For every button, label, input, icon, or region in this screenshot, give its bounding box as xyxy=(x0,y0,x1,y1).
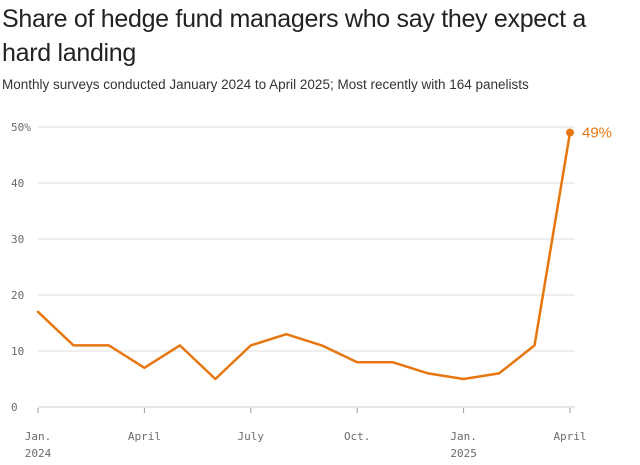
series xyxy=(36,128,574,381)
x-tick-label: Jan. xyxy=(450,430,477,443)
y-tick-label: 0 xyxy=(11,401,18,414)
x-tick-year-label: 2024 xyxy=(25,447,52,460)
end-point-marker xyxy=(566,128,574,137)
y-tick-label: 50% xyxy=(11,121,31,134)
x-tick-label: April xyxy=(128,430,161,443)
x-tick-label: July xyxy=(238,430,265,443)
chart-title: Share of hedge fund managers who say the… xyxy=(2,5,586,67)
y-tick-label: 40 xyxy=(11,177,24,190)
series-line xyxy=(36,131,572,381)
x-tick-label: April xyxy=(553,430,586,443)
x-tick-label: Jan. xyxy=(25,430,52,443)
end-value-label: 49% xyxy=(582,125,612,142)
y-tick-label: 10 xyxy=(11,345,24,358)
gridlines: 0 10 20 30 40 50% xyxy=(11,121,575,414)
x-tick-year-label: 2025 xyxy=(450,447,477,460)
x-tick-label: Oct. xyxy=(344,430,371,443)
labels: 49% xyxy=(582,125,612,142)
y-tick-label: 20 xyxy=(11,289,24,302)
chart-subtitle: Monthly surveys conducted January 2024 t… xyxy=(2,77,529,92)
x-axis: Jan. 2024 April July Oct. Jan. 2025 April xyxy=(25,408,587,460)
y-tick-label: 30 xyxy=(11,233,24,246)
